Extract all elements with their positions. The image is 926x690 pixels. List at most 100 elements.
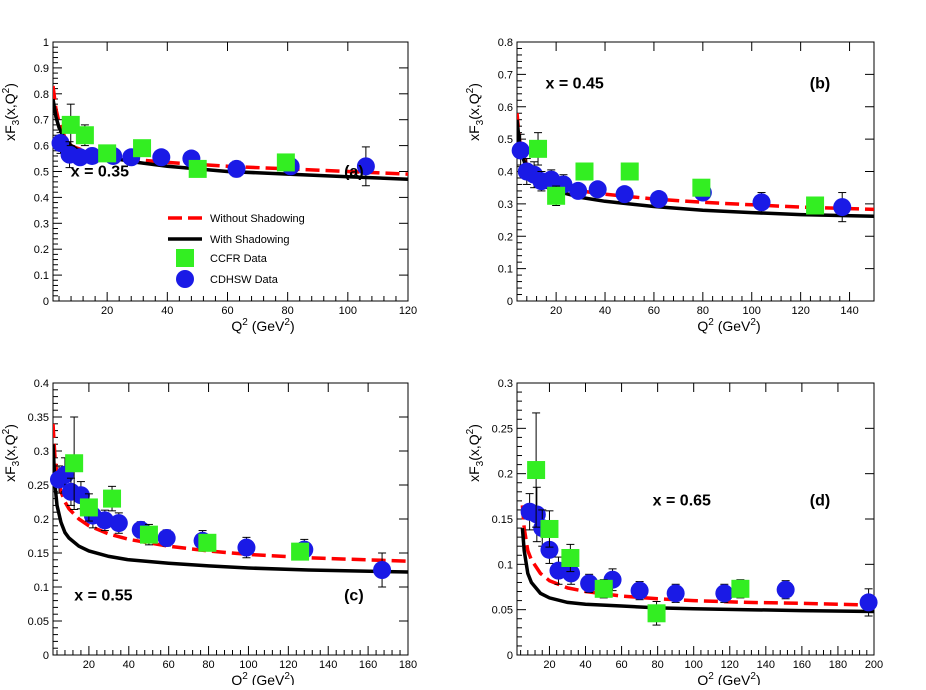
y-tick-label: 0.35 (28, 412, 49, 424)
curve-with-shadowing (520, 527, 874, 614)
ccfr-point (61, 115, 80, 134)
x-tick-label: 20 (543, 659, 555, 671)
ccfr-point (75, 126, 94, 145)
legend: Without Shadowing With Shadowing CCFR Data… (168, 213, 305, 288)
y-tick-label: 0.2 (498, 231, 513, 243)
x-tick-label: 80 (282, 305, 294, 317)
y-tick-label: 0.5 (34, 167, 49, 179)
cdhsw-point (859, 593, 878, 612)
y-tick-label: 0.2 (34, 514, 49, 526)
y-tick-label: 0.1 (34, 582, 49, 594)
ccfr-point (198, 533, 217, 552)
cdhsw-point (562, 564, 581, 583)
x-tick-label: 120 (791, 305, 809, 317)
legend-label-cdhsw: CDHSW Data (210, 274, 279, 286)
x-tick-label: 140 (840, 305, 858, 317)
y-tick-label: 0.15 (28, 548, 49, 560)
x-tick-label: 100 (743, 305, 761, 317)
cdhsw-point (580, 574, 599, 593)
cdhsw-point (715, 584, 734, 603)
x-tick-label: 120 (721, 659, 739, 671)
cdhsw-point (83, 146, 102, 165)
y-tick-label: 0.6 (34, 141, 49, 153)
y-tick-label: 0.3 (34, 218, 49, 230)
x-tick-label: 60 (615, 659, 627, 671)
ccfr-point (188, 159, 207, 178)
ccfr-point (103, 489, 122, 508)
curve-without-shadowing (53, 423, 408, 563)
x-tick-label: 20 (101, 305, 113, 317)
ccfr-point (79, 498, 98, 517)
y-tick-label: 0.25 (28, 480, 49, 492)
y-tick-label: 0.5 (498, 134, 513, 146)
x-tick-label: 180 (399, 659, 417, 671)
y-tick-label: 0.9 (34, 63, 49, 75)
x-tick-label: 140 (757, 659, 775, 671)
panel-b: 0 0.1 0.2 0.3 0.4 0.5 0.6 0.7 0.8 20 40 60 80 100 120 1… (465, 37, 875, 334)
x-tick-label: 160 (793, 659, 811, 671)
x-tick-label: 40 (123, 659, 135, 671)
panel-tag: (b) (810, 76, 830, 93)
x-axis-title: Q2 (GeV2) (697, 317, 760, 334)
y-tick-label: 0.1 (498, 559, 513, 571)
plot-frame (516, 382, 875, 656)
ccfr-point (98, 144, 117, 163)
cdhsw-point (511, 141, 530, 160)
y-tick-label: 0.1 (498, 264, 513, 276)
y-axis-title: xF3(x,Q2) (465, 83, 486, 141)
x-tick-label: 120 (399, 305, 417, 317)
ccfr-point (806, 196, 825, 215)
cdhsw-point (152, 148, 171, 167)
y-tick-label: 0.05 (28, 616, 49, 628)
cdhsw-point (776, 580, 795, 599)
y-tick-label: 0.4 (498, 167, 513, 179)
cdhsw-point (109, 514, 128, 533)
x-value-label: x = 0.45 (546, 76, 604, 93)
x-tick-label: 20 (83, 659, 95, 671)
panel-tag: (c) (344, 588, 364, 605)
panel-d: 0 0.05 0.1 0.15 0.2 0.25 0.3 20 40 60 80 100 120 140 1… (465, 378, 883, 688)
cdhsw-point (588, 180, 607, 199)
x-tick-label: 120 (279, 659, 297, 671)
ccfr-point (529, 139, 548, 158)
x-tick-label: 80 (697, 305, 709, 317)
cdhsw-point (95, 511, 114, 530)
y-tick-label: 0.8 (34, 89, 49, 101)
x-tick-label: 100 (339, 305, 357, 317)
y-tick-label: 0.2 (498, 469, 513, 481)
y-tick-label: 0 (43, 296, 49, 308)
x-tick-label: 80 (202, 659, 214, 671)
x-axis-title: Q2 (GeV2) (231, 671, 294, 685)
cdhsw-point (630, 581, 649, 600)
curve-with-shadowing (53, 444, 408, 574)
x-tick-label: 200 (865, 659, 883, 671)
x-tick-label: 40 (579, 659, 591, 671)
y-tick-label: 0.8 (498, 37, 513, 49)
x-tick-label: 140 (319, 659, 337, 671)
legend-label-with-shadowing: With Shadowing (210, 234, 290, 246)
curve-without-shadowing (520, 505, 874, 607)
ccfr-point (594, 579, 613, 598)
ccfr-point (276, 153, 295, 172)
panel-tag: (d) (810, 492, 830, 509)
y-tick-label: 0 (43, 650, 49, 662)
x-tick-label: 160 (359, 659, 377, 671)
ccfr-point (547, 186, 566, 205)
panel-tag: (a) (344, 164, 364, 181)
ccfr-point (139, 525, 158, 544)
cdhsw-point (833, 198, 852, 217)
x-tick-label: 100 (239, 659, 257, 671)
x-tick-label: 40 (599, 305, 611, 317)
cdhsw-point (373, 561, 392, 579)
legend-marker-ccfr (176, 249, 194, 267)
panel-c: 0 0.05 0.1 0.15 0.2 0.25 0.3 0.35 0.4 20 40 60 80 100… (1, 378, 417, 688)
x-axis-title: Q2 (GeV2) (231, 317, 294, 334)
x-value-label: x = 0.35 (71, 164, 129, 181)
y-tick-label: 0.6 (498, 102, 513, 114)
ccfr-point (620, 162, 639, 181)
y-tick-label: 0.7 (34, 115, 49, 127)
x-tick-label: 80 (652, 659, 664, 671)
